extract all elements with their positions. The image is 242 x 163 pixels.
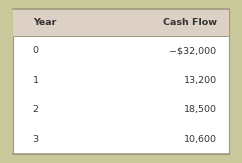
Text: Cash Flow: Cash Flow — [163, 18, 217, 27]
Text: 1: 1 — [33, 76, 39, 85]
Bar — [13, 9, 229, 36]
Text: 3: 3 — [33, 135, 39, 144]
Text: 13,200: 13,200 — [183, 76, 217, 85]
Bar — [13, 9, 229, 154]
Text: Year: Year — [33, 18, 56, 27]
Text: 0: 0 — [33, 46, 39, 55]
Text: 10,600: 10,600 — [184, 135, 217, 144]
Text: −$32,000: −$32,000 — [169, 46, 217, 55]
Text: 2: 2 — [33, 105, 39, 114]
Text: 18,500: 18,500 — [184, 105, 217, 114]
